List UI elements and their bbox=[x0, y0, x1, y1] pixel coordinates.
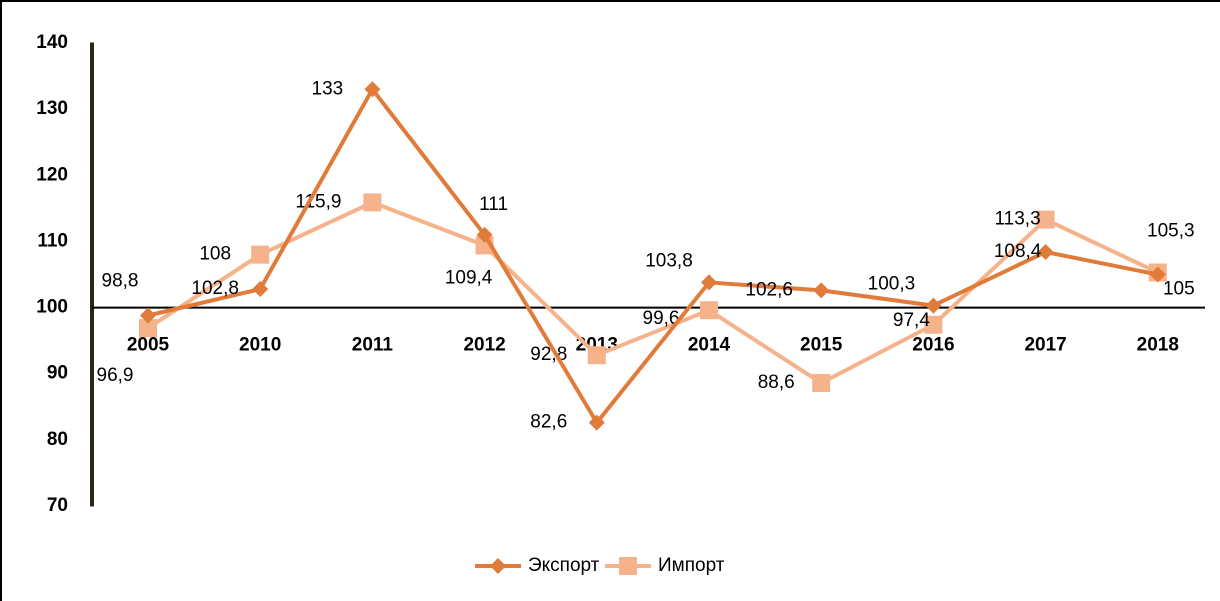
y-tick-label: 70 bbox=[47, 495, 68, 516]
y-tick-label: 110 bbox=[37, 230, 68, 251]
y-tick-label: 140 bbox=[36, 32, 68, 53]
marker bbox=[364, 81, 381, 98]
data-label: 102,8 bbox=[191, 278, 239, 299]
marker bbox=[476, 226, 493, 243]
marker bbox=[701, 274, 717, 291]
marker bbox=[812, 373, 831, 392]
x-tick-label: 2018 bbox=[1137, 335, 1179, 356]
marker bbox=[925, 297, 942, 314]
marker bbox=[700, 301, 718, 320]
x-tick-label: 2017 bbox=[1024, 335, 1066, 356]
x-tick-label: 2011 bbox=[352, 335, 394, 356]
data-label: 100,3 bbox=[868, 274, 916, 295]
y-tick-label: 130 bbox=[36, 98, 68, 119]
marker bbox=[1036, 210, 1055, 229]
legend-label: Импорт bbox=[658, 555, 725, 576]
marker bbox=[813, 282, 830, 299]
data-label: 105,3 bbox=[1147, 221, 1195, 242]
data-label: 108,4 bbox=[994, 241, 1042, 262]
data-label: 108 bbox=[199, 244, 231, 265]
marker bbox=[490, 558, 506, 574]
legend-label: Экспорт bbox=[528, 555, 600, 576]
x-tick-label: 2016 bbox=[912, 335, 954, 356]
y-tick-label: 90 bbox=[47, 363, 68, 384]
data-label: 96,9 bbox=[97, 365, 134, 386]
series-line bbox=[146, 200, 1159, 385]
data-label: 115,9 bbox=[295, 191, 341, 212]
data-label: 99,6 bbox=[643, 308, 680, 329]
data-label: 111 bbox=[479, 194, 508, 215]
x-tick-label: 2010 bbox=[239, 335, 281, 356]
y-tick-label: 80 bbox=[47, 429, 68, 450]
series-line bbox=[147, 87, 1159, 425]
data-label: 88,6 bbox=[758, 372, 795, 393]
data-label: 102,6 bbox=[745, 279, 793, 300]
x-tick-label: 2005 bbox=[127, 335, 170, 356]
data-label: 98,8 bbox=[102, 271, 139, 292]
y-tick-label: 100 bbox=[36, 297, 68, 318]
marker bbox=[619, 557, 637, 575]
y-tick-label: 120 bbox=[36, 164, 68, 185]
marker bbox=[363, 193, 382, 212]
marker bbox=[924, 315, 943, 334]
data-label: 109,4 bbox=[445, 267, 493, 288]
data-label: 113,3 bbox=[995, 209, 1041, 230]
x-tick-label: 2015 bbox=[800, 335, 843, 356]
marker bbox=[1149, 266, 1166, 283]
data-label: 82,6 bbox=[530, 412, 567, 433]
data-label: 105 bbox=[1163, 279, 1195, 300]
data-label: 103,8 bbox=[645, 250, 693, 271]
data-label: 133 bbox=[312, 78, 344, 99]
marker bbox=[252, 281, 269, 298]
marker bbox=[588, 414, 605, 431]
marker bbox=[251, 245, 270, 264]
marker bbox=[1037, 244, 1054, 261]
data-label: 97,4 bbox=[893, 310, 930, 331]
marker bbox=[139, 319, 157, 338]
marker bbox=[587, 346, 606, 365]
marker bbox=[140, 307, 156, 324]
x-tick-label: 2014 bbox=[688, 335, 731, 356]
x-tick-label: 2012 bbox=[463, 335, 505, 356]
